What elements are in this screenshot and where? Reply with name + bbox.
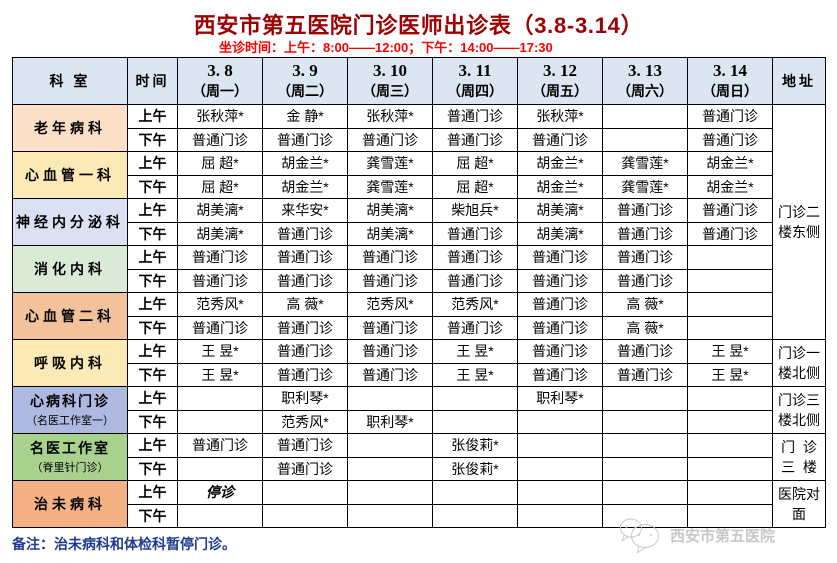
svg-text:西安市第五医院: 西安市第五医院	[670, 527, 775, 545]
